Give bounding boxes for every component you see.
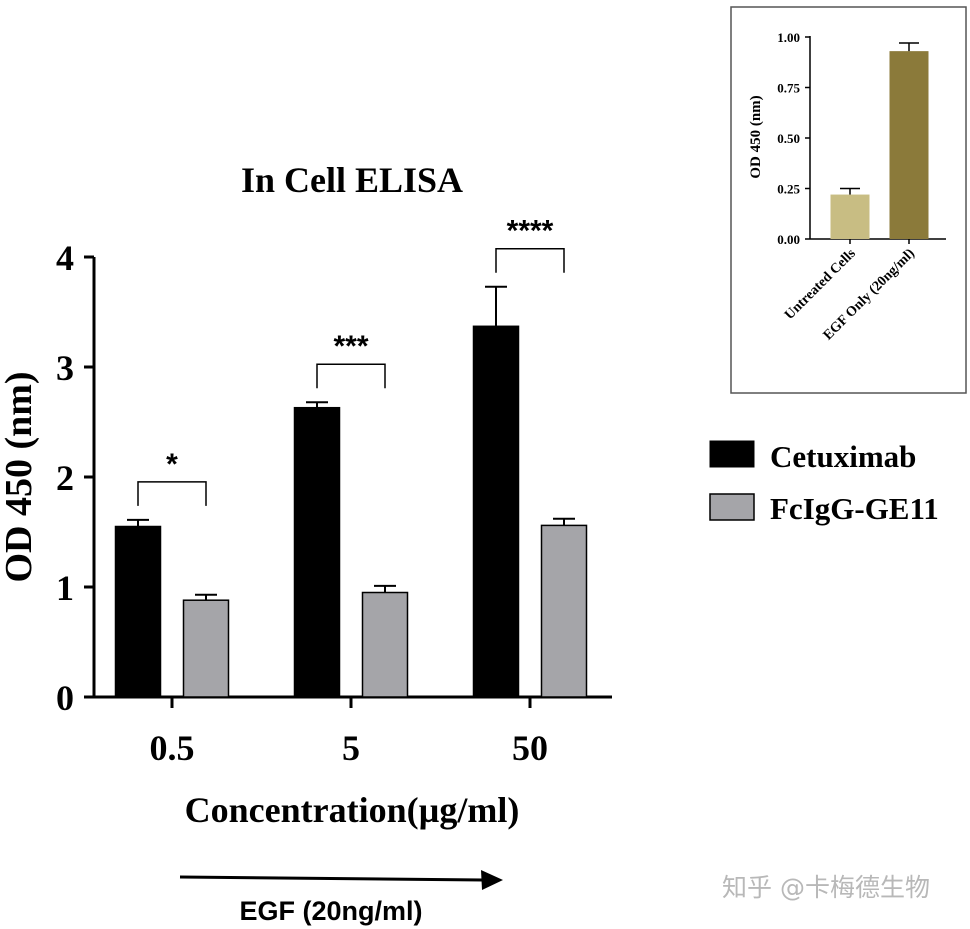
main-y-tick-label: 1 (56, 568, 74, 608)
main-x-axis-label: Concentration(µg/ml) (185, 790, 520, 830)
egf-arrow-label: EGF (20ng/ml) (239, 896, 422, 926)
main-x-tick-label: 5 (342, 728, 360, 768)
main-y-tick-label: 0 (56, 678, 74, 718)
legend: Cetuximab FcIgG-GE11 (709, 439, 939, 526)
egf-arrow-line (179, 875, 484, 882)
significance-label: * (166, 448, 178, 481)
main-chart-title: In Cell ELISA (241, 160, 463, 200)
main-y-tick-label: 3 (56, 348, 74, 388)
inset-bar-1 (889, 51, 929, 239)
main-chart: In Cell ELISA OD 450 (nm) Concentration(… (0, 160, 612, 830)
significance-label: **** (507, 215, 554, 248)
inset-y-tick-label: 0.75 (777, 81, 800, 96)
watermark-text: 知乎 @卡梅德生物 (722, 873, 930, 902)
bar-fcigg-50 (540, 524, 588, 698)
legend-swatch-cetuximab (709, 440, 755, 468)
significance-bracket (316, 363, 386, 389)
inset-y-tick-label: 0.50 (777, 131, 800, 146)
significance-bracket (137, 481, 207, 506)
significance-label: *** (333, 330, 368, 363)
inset-y-tick-label: 0.00 (777, 232, 800, 247)
inset-bar-0 (830, 194, 870, 239)
legend-swatch-fcigg (709, 493, 755, 521)
egf-arrow-head (481, 870, 503, 890)
bar-cetuximab-50 (472, 325, 520, 698)
inset-y-axis-label: OD 450 (nm) (748, 95, 764, 178)
main-y-axis-label: OD 450 (nm) (0, 371, 40, 582)
inset-y-tick-label: 1.00 (777, 30, 800, 45)
main-y-tick-label: 2 (56, 458, 74, 498)
inset-chart: OD 450 (nm) 0.000.250.500.751.00 Untreat… (730, 6, 967, 394)
significance-bracket (495, 247, 565, 273)
legend-label-fcigg: FcIgG-GE11 (770, 491, 939, 526)
bar-fcigg-0.5 (182, 599, 230, 698)
egf-arrow: EGF (20ng/ml) (179, 870, 503, 926)
bar-cetuximab-0.5 (114, 525, 162, 698)
main-y-tick-label: 4 (56, 238, 74, 278)
legend-label-cetuximab: Cetuximab (770, 439, 916, 474)
bar-cetuximab-5 (293, 406, 341, 698)
main-x-tick-label: 0.5 (150, 728, 195, 768)
inset-y-tick-label: 0.25 (777, 182, 800, 197)
bar-fcigg-5 (361, 591, 409, 698)
main-x-tick-label: 50 (512, 728, 548, 768)
